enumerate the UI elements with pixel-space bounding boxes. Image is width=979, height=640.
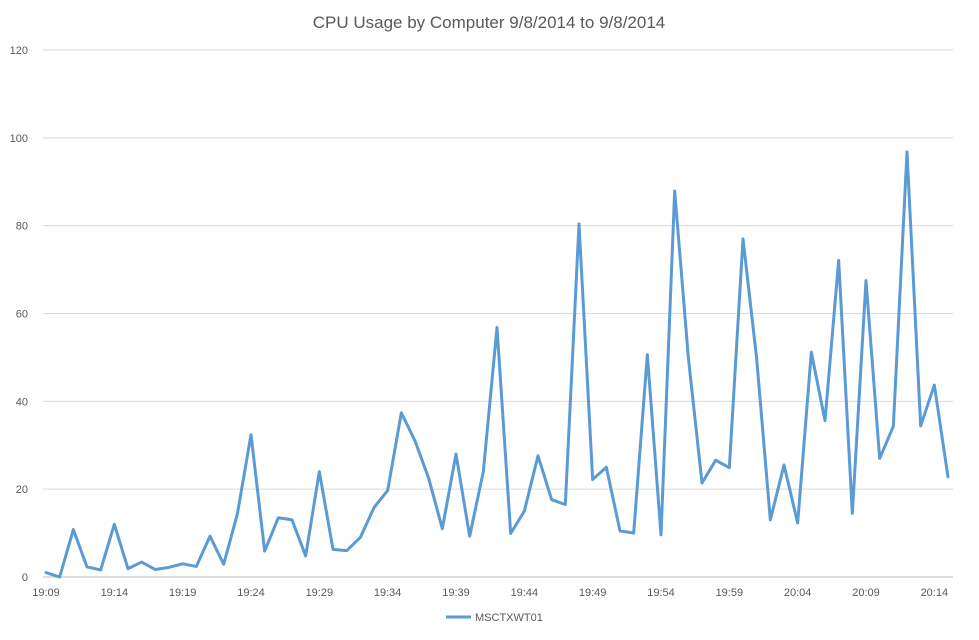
y-tick-label: 80 — [16, 221, 28, 233]
x-tick-label: 19:59 — [716, 587, 744, 599]
x-tick-label: 19:24 — [237, 587, 265, 599]
x-tick-label: 19:54 — [647, 587, 675, 599]
legend-label-msctxwt01: MSCTXWT01 — [475, 612, 543, 624]
y-tick-label: 60 — [16, 309, 28, 321]
x-tick-label: 19:39 — [442, 587, 470, 599]
chart-title: CPU Usage by Computer 9/8/2014 to 9/8/20… — [313, 13, 666, 32]
x-tick-label: 19:09 — [32, 587, 60, 599]
y-tick-label: 20 — [16, 484, 28, 496]
x-tick-label: 19:29 — [306, 587, 334, 599]
y-tick-label: 0 — [22, 572, 28, 584]
x-tick-label: 20:14 — [921, 587, 949, 599]
y-tick-label: 120 — [10, 45, 28, 57]
series-lines — [44, 150, 950, 579]
gridlines — [43, 49, 953, 578]
x-axis-tick-labels: 19:09 19:14 19:19 19:24 19:29 19:34 19:39 19:44… — [32, 587, 948, 599]
x-tick-label: 20:09 — [852, 587, 880, 599]
y-axis-tick-labels: 0 20 40 60 80 100 120 — [10, 45, 28, 584]
x-tick-label: 19:19 — [169, 587, 197, 599]
x-tick-label: 19:44 — [511, 587, 539, 599]
x-tick-label: 19:49 — [579, 587, 607, 599]
y-tick-label: 40 — [16, 396, 28, 408]
series-line-msctxwt01 — [44, 150, 950, 579]
x-tick-label: 19:34 — [374, 587, 402, 599]
x-tick-label: 20:04 — [784, 587, 812, 599]
x-tick-label: 19:14 — [101, 587, 129, 599]
y-tick-label: 100 — [10, 133, 28, 145]
legend: MSCTXWT01 — [446, 612, 543, 624]
